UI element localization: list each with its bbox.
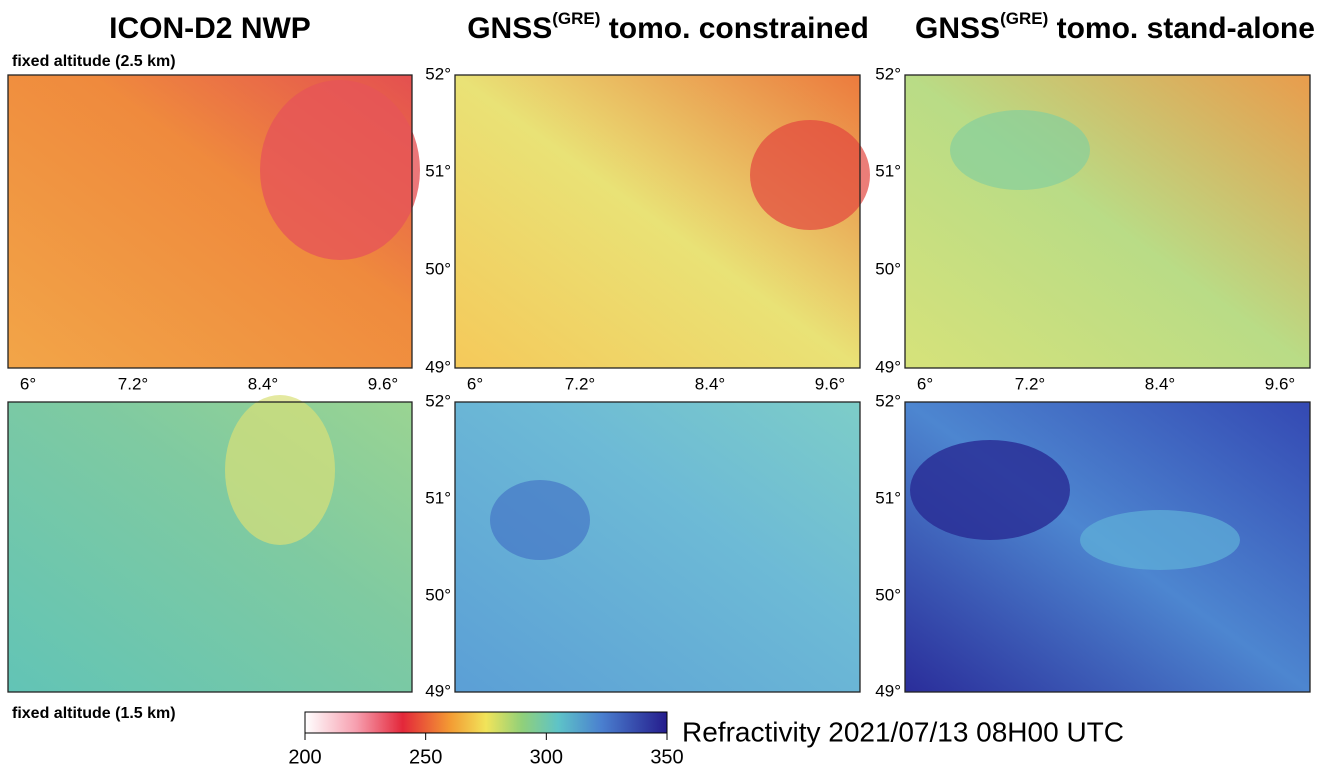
map-region xyxy=(750,120,870,230)
lon-label: 7.2° xyxy=(1015,374,1045,393)
lat-label: 52° xyxy=(875,64,901,83)
title-text: tomo. constrained xyxy=(600,12,868,45)
panel-title: GNSS(GRE) tomo. constrained xyxy=(467,9,869,44)
lon-label: 6° xyxy=(467,374,483,393)
row-label: fixed altitude (1.5 km) xyxy=(12,705,176,722)
lon-label: 8.4° xyxy=(248,374,278,393)
map-region xyxy=(260,80,420,260)
lon-label: 8.4° xyxy=(695,374,725,393)
title-superscript: (GRE) xyxy=(1000,9,1048,28)
lon-label: 8.4° xyxy=(1145,374,1175,393)
lat-label: 51° xyxy=(875,488,901,507)
lat-label: 51° xyxy=(425,488,451,507)
lat-label: 49° xyxy=(875,681,901,700)
maps xyxy=(7,74,1311,693)
map-region xyxy=(910,440,1070,540)
map-panel xyxy=(8,402,412,692)
map-region xyxy=(950,110,1090,190)
title-text: ICON-D2 NWP xyxy=(109,12,311,45)
colorbar-tick-label: 300 xyxy=(530,746,563,768)
panel-title: GNSS(GRE) tomo. stand-alone xyxy=(915,9,1315,44)
lon-label: 7.2° xyxy=(118,374,148,393)
lon-label: 6° xyxy=(20,374,36,393)
lat-label: 49° xyxy=(425,681,451,700)
lon-label: 9.6° xyxy=(1265,374,1295,393)
panel-title: ICON-D2 NWP xyxy=(109,12,311,45)
lat-label: 52° xyxy=(425,391,451,410)
colorbar-tick-label: 200 xyxy=(288,746,321,768)
map-region xyxy=(225,395,335,545)
colorbar xyxy=(304,711,668,734)
lat-label: 52° xyxy=(875,391,901,410)
title-superscript: (GRE) xyxy=(552,9,600,28)
colorbar-label: Refractivity 2021/07/13 08H00 UTC xyxy=(682,716,1124,747)
lon-label: 7.2° xyxy=(565,374,595,393)
lat-label: 49° xyxy=(875,357,901,376)
map-region xyxy=(1080,510,1240,570)
lon-label: 9.6° xyxy=(368,374,398,393)
title-text: tomo. stand-alone xyxy=(1048,12,1315,45)
map-panel xyxy=(905,75,1310,368)
lon-label: 9.6° xyxy=(815,374,845,393)
lat-label: 50° xyxy=(875,585,901,604)
colorbar-tick-label: 350 xyxy=(650,746,683,768)
lat-label: 50° xyxy=(425,259,451,278)
title-text: GNSS xyxy=(915,12,1000,45)
lat-label: 50° xyxy=(875,259,901,278)
row-label: fixed altitude (2.5 km) xyxy=(12,53,176,70)
title-text: GNSS xyxy=(467,12,552,45)
lat-label: 52° xyxy=(425,64,451,83)
lat-label: 50° xyxy=(425,585,451,604)
map-region xyxy=(490,480,590,560)
lat-label: 49° xyxy=(425,357,451,376)
lat-label: 51° xyxy=(875,161,901,180)
lat-label: 51° xyxy=(425,161,451,180)
colorbar-tick-label: 250 xyxy=(409,746,442,768)
panel-frames xyxy=(7,74,1311,693)
lon-label: 6° xyxy=(917,374,933,393)
